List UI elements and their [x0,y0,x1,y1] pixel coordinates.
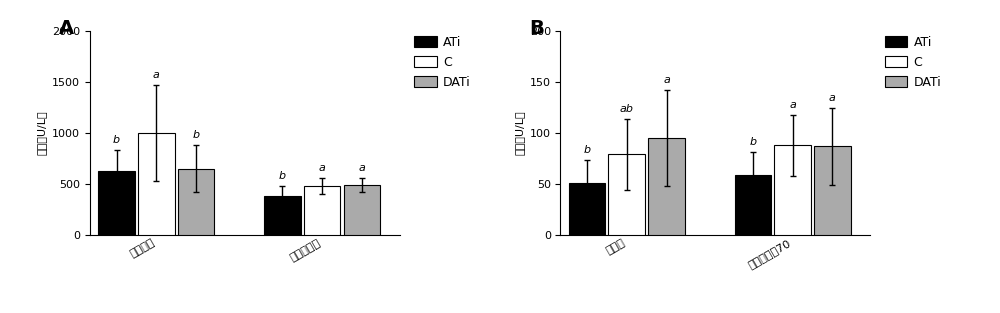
Text: a: a [319,163,326,173]
Text: a: a [789,100,796,110]
Text: a: a [153,70,160,80]
Bar [569,183,605,235]
Text: a: a [663,75,670,85]
Bar [608,154,645,235]
Text: b: b [583,146,591,155]
Legend: ATi, C, DATi: ATi, C, DATi [412,33,473,91]
Text: b: b [279,171,286,181]
Bar [138,133,175,235]
Text: a: a [359,163,365,173]
Bar [735,175,771,235]
Text: b: b [749,137,756,147]
Bar [178,169,214,235]
Text: b: b [193,130,200,140]
Text: b: b [113,135,120,145]
Bar [304,186,340,235]
Text: a: a [829,93,836,103]
Bar [648,138,685,235]
Bar [264,196,301,235]
Text: B: B [530,19,544,38]
Bar [774,145,811,235]
Bar [98,171,135,235]
Y-axis label: 活性（U/L）: 活性（U/L） [37,111,47,155]
Bar [814,146,851,235]
Y-axis label: 浓度（U/L）: 浓度（U/L） [514,111,524,155]
Text: A: A [59,19,74,38]
Legend: ATi, C, DATi: ATi, C, DATi [882,33,944,91]
Text: ab: ab [620,104,634,114]
Bar [344,185,380,235]
